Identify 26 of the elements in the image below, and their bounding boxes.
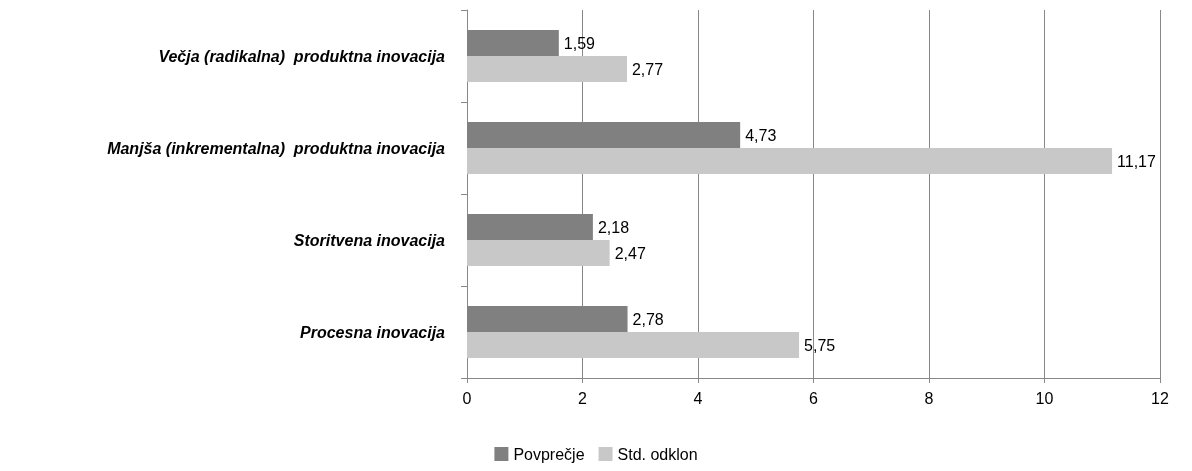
x-tick-label: 10 (1035, 389, 1054, 407)
x-tick-label: 8 (924, 389, 934, 407)
y-tick-label: Procesna inovacija (300, 323, 446, 341)
x-tick-label: 6 (809, 389, 819, 407)
data-label: 5,75 (804, 336, 836, 354)
x-tick-label: 0 (462, 389, 472, 407)
bar (467, 30, 559, 56)
bar (467, 148, 1113, 174)
data-label: 2,47 (614, 244, 646, 262)
legend-label: Std. odklon (617, 445, 698, 463)
y-tick-label: Storitvena inovacija (293, 231, 446, 249)
bar (467, 240, 610, 266)
bar (467, 332, 800, 358)
x-tick-label: 4 (693, 389, 703, 407)
x-tick-label: 12 (1151, 389, 1169, 407)
data-label: 1,59 (563, 34, 596, 52)
legend-label: Povprečje (513, 445, 585, 463)
x-tick-label: 2 (578, 389, 588, 407)
data-label: 2,78 (632, 310, 664, 328)
y-tick-label: Večja (radikalna) produktna inovacija (158, 47, 446, 65)
y-tick-label: Manjša (inkrementalna) produktna inovacija (107, 139, 446, 157)
bar (467, 56, 627, 82)
data-label: 2,18 (597, 218, 630, 236)
data-label: 11,17 (1117, 152, 1157, 170)
data-label: 2,77 (631, 60, 664, 78)
data-label: 4,73 (745, 126, 777, 144)
